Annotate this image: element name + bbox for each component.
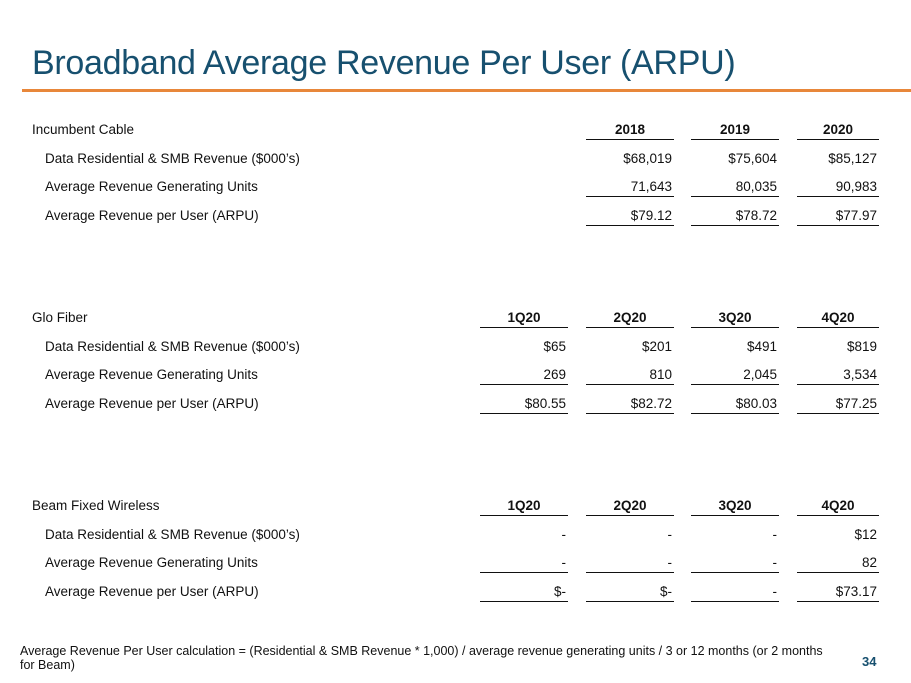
table-row: Average Revenue per User (ARPU) $79.12 $78… <box>0 208 911 228</box>
value-cell: $79.12 <box>586 208 674 226</box>
page-title: Broadband Average Revenue Per User (ARPU… <box>32 44 736 82</box>
value-cell: - <box>667 527 673 542</box>
value-cell: $85,127 <box>828 151 877 166</box>
value-cell: $68,019 <box>623 151 672 166</box>
value-cell: $80.03 <box>691 396 779 414</box>
table-row: Data Residential & SMB Revenue ($000’s) $… <box>0 339 911 359</box>
period-header: 1Q20 <box>480 498 568 516</box>
table-row: Data Residential & SMB Revenue ($000’s) $… <box>0 151 911 171</box>
value-cell: 80,035 <box>691 179 779 197</box>
value-cell: $- <box>480 584 568 602</box>
value-cell: $78.72 <box>691 208 779 226</box>
value-cell: $82.72 <box>586 396 674 414</box>
section-header-row: Beam Fixed Wireless 1Q20 2Q20 3Q20 4Q20 <box>0 498 911 518</box>
row-label: Average Revenue Generating Units <box>45 179 258 194</box>
value-cell: 71,643 <box>586 179 674 197</box>
value-cell: - <box>586 555 674 573</box>
row-label: Average Revenue per User (ARPU) <box>45 396 259 411</box>
section-title: Glo Fiber <box>32 310 88 325</box>
value-cell: $80.55 <box>480 396 568 414</box>
row-label: Average Revenue Generating Units <box>45 555 258 570</box>
table-row: Average Revenue Generating Units 269 810 2,… <box>0 367 911 387</box>
value-cell: $819 <box>846 339 877 354</box>
page-number: 34 <box>862 654 877 669</box>
period-header: 2020 <box>797 122 879 140</box>
value-cell: 2,045 <box>691 367 779 385</box>
row-label: Average Revenue per User (ARPU) <box>45 208 259 223</box>
value-cell: 810 <box>586 367 674 385</box>
period-header: 4Q20 <box>797 498 879 516</box>
value-cell: - <box>691 584 779 602</box>
table-row: Average Revenue per User (ARPU) $80.55 $82… <box>0 396 911 416</box>
row-label: Average Revenue per User (ARPU) <box>45 584 259 599</box>
footnote: Average Revenue Per User calculation = (… <box>20 644 823 672</box>
section-header-row: Glo Fiber 1Q20 2Q20 3Q20 4Q20 <box>0 310 911 330</box>
row-label: Data Residential & SMB Revenue ($000’s) <box>45 527 300 542</box>
period-header: 2Q20 <box>586 310 674 328</box>
value-cell: $65 <box>543 339 566 354</box>
table-row: Average Revenue Generating Units 71,643 80… <box>0 179 911 199</box>
value-cell: $12 <box>854 527 877 542</box>
value-cell: $201 <box>641 339 672 354</box>
period-header: 4Q20 <box>797 310 879 328</box>
value-cell: - <box>561 527 567 542</box>
value-cell: $73.17 <box>797 584 879 602</box>
period-header: 2019 <box>691 122 779 140</box>
value-cell: 269 <box>480 367 568 385</box>
table-row: Average Revenue Generating Units - - -82 <box>0 555 911 575</box>
value-cell: 82 <box>797 555 879 573</box>
row-label: Data Residential & SMB Revenue ($000’s) <box>45 151 300 166</box>
row-label: Average Revenue Generating Units <box>45 367 258 382</box>
period-header: 2Q20 <box>586 498 674 516</box>
value-cell: - <box>772 527 778 542</box>
value-cell: $491 <box>746 339 777 354</box>
period-header: 3Q20 <box>691 310 779 328</box>
value-cell: $- <box>586 584 674 602</box>
period-header: 3Q20 <box>691 498 779 516</box>
table-row: Data Residential & SMB Revenue ($000’s) -… <box>0 527 911 547</box>
value-cell: 3,534 <box>797 367 879 385</box>
table-row: Average Revenue per User (ARPU) $- $- - $73.… <box>0 584 911 604</box>
value-cell: - <box>480 555 568 573</box>
row-label: Data Residential & SMB Revenue ($000’s) <box>45 339 300 354</box>
value-cell: $75,604 <box>728 151 777 166</box>
period-header: 1Q20 <box>480 310 568 328</box>
value-cell: $77.97 <box>797 208 879 226</box>
value-cell: 90,983 <box>797 179 879 197</box>
section-title: Incumbent Cable <box>32 122 135 137</box>
value-cell: $77.25 <box>797 396 879 414</box>
value-cell: - <box>691 555 779 573</box>
section-header-row: Incumbent Cable 2018 2019 2020 <box>0 122 911 142</box>
title-divider <box>22 89 911 92</box>
period-header: 2018 <box>586 122 674 140</box>
section-title: Beam Fixed Wireless <box>32 498 160 513</box>
